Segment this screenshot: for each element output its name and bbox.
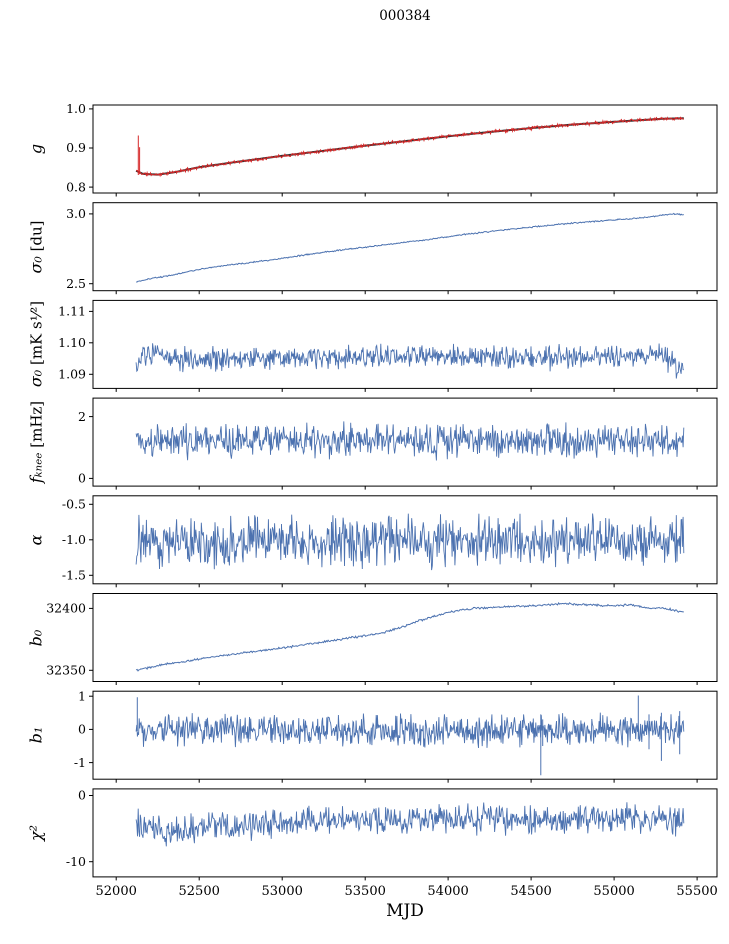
x-tick-label: 52000 <box>96 884 137 899</box>
x-tick-label: 54000 <box>427 884 468 899</box>
panel-frame <box>92 397 718 487</box>
y-tick-label: 0.8 <box>66 179 86 194</box>
panel-frame <box>92 788 718 878</box>
y-axis-label: σ₀ [du] <box>27 220 46 273</box>
y-tick-label: 1 <box>78 688 86 703</box>
panel-series-group <box>135 343 684 379</box>
series-alpha <box>135 513 685 571</box>
series-chi2 <box>135 802 685 847</box>
x-tick-label: 54500 <box>510 884 551 899</box>
x-axis-title: MJD <box>386 901 424 921</box>
y-tick-label: -0.5 <box>62 497 86 512</box>
y-tick-label: 32400 <box>46 601 86 616</box>
y-tick-label: 1.10 <box>58 335 86 350</box>
y-axis-label-unit: [du] <box>27 220 46 256</box>
series-fknee <box>135 421 685 461</box>
panel-series-group <box>135 513 685 571</box>
y-axis-label-symbol: b₀ <box>26 629 46 646</box>
y-tick-label: 1.09 <box>58 367 86 382</box>
series-b1 <box>135 712 685 749</box>
series-sigma0-du <box>136 212 684 283</box>
y-axis-label-unit: [mHz] <box>27 400 46 453</box>
y-axis-label: fₖₙₑₑ [mHz] <box>27 401 46 483</box>
x-tick-label: 52500 <box>179 884 220 899</box>
panel-frame <box>92 104 718 194</box>
y-tick-label: 32350 <box>46 663 86 678</box>
y-tick-label: 2 <box>78 409 86 424</box>
panel-frame <box>92 690 718 780</box>
y-tick-label: 0 <box>78 471 86 486</box>
panel-series-group <box>135 421 685 461</box>
chart-title: 000384 <box>379 8 431 24</box>
series-sigma0-mks <box>135 343 684 379</box>
x-tick-label: 55500 <box>676 884 717 899</box>
y-axis-label: χ² <box>27 825 46 841</box>
y-axis-label: g <box>27 144 46 154</box>
y-tick-label: 0.9 <box>66 140 86 155</box>
x-tick-label: 53000 <box>262 884 303 899</box>
panel-frame <box>92 299 718 389</box>
y-axis-label-symbol: χ² <box>26 824 46 841</box>
y-tick-label: 0 <box>78 722 86 737</box>
x-tick-label: 55000 <box>593 884 634 899</box>
y-tick-label: -1.5 <box>62 568 86 583</box>
y-tick-label: -1 <box>74 755 86 770</box>
y-tick-label: -10 <box>66 854 86 869</box>
y-tick-label: 3.0 <box>66 206 86 221</box>
y-axis-label-unit: [mK s¹⁄²] <box>27 301 46 371</box>
y-axis-label-symbol: g <box>26 143 46 155</box>
series-gain-model <box>135 117 684 176</box>
panel-frame <box>92 202 718 292</box>
y-tick-label: 1.11 <box>58 304 86 319</box>
panel-series-group <box>135 116 684 178</box>
panel-series-group <box>136 212 684 283</box>
y-axis-label-symbol: σ₀ <box>26 255 46 274</box>
y-axis-label-symbol: b₁ <box>26 726 46 744</box>
y-axis-label: b₁ <box>27 727 46 744</box>
panel-series-group <box>135 601 684 672</box>
y-tick-label: 2.5 <box>66 276 86 291</box>
y-axis-label-symbol: fₖₙₑₑ <box>26 452 46 484</box>
y-tick-label: 1.0 <box>66 101 86 116</box>
y-axis-label: σ₀ [mK s¹⁄²] <box>27 301 46 387</box>
panel-series-group <box>135 802 685 847</box>
y-axis-label: α <box>27 534 46 545</box>
y-tick-label: 0 <box>78 788 86 803</box>
panel-series-group <box>135 695 685 776</box>
x-tick-label: 53500 <box>345 884 386 899</box>
y-tick-label: -1.0 <box>62 532 86 547</box>
panel-frame <box>92 593 718 682</box>
y-axis-label-symbol: α <box>26 534 46 546</box>
series-gain-measured <box>136 116 684 178</box>
series-b0 <box>135 601 684 672</box>
y-axis-label: b₀ <box>27 629 46 646</box>
y-axis-label-symbol: σ₀ <box>26 370 46 388</box>
